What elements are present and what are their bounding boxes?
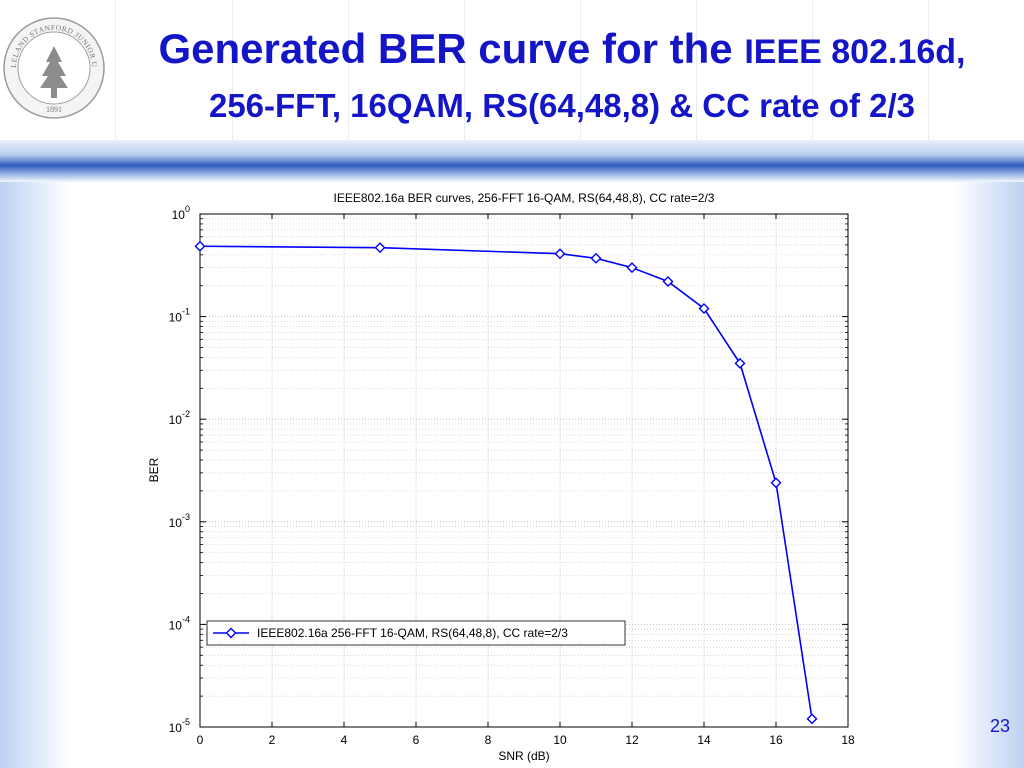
y-tick-label: 10-3: [169, 512, 190, 530]
x-tick-label: 2: [269, 733, 276, 747]
x-tick-label: 6: [413, 733, 420, 747]
university-seal-icon: LELAND STANFORD JUNIOR UNIVERSITY 1891: [2, 16, 105, 119]
slide-title-standard: IEEE 802.16d,: [744, 33, 966, 71]
data-point-marker: [806, 713, 818, 725]
page-number: 23: [989, 716, 1010, 736]
x-axis-label: SNR (dB): [498, 749, 549, 763]
grid-line: [928, 0, 929, 140]
grid-line: [115, 0, 116, 140]
x-tick-label: 18: [841, 733, 855, 747]
slide-title: Generated BER curve for the IEEE 802.16d…: [112, 22, 1012, 133]
seal-year: 1891: [46, 105, 62, 114]
y-tick-label: 10-2: [169, 409, 190, 427]
x-tick-label: 4: [341, 733, 348, 747]
tick-layer: 0 2 4 6 8 10 12 14 16 18 100 10-1 10-2 10-3 10-4 10-5: [169, 204, 855, 747]
y-axis-label: BER: [147, 457, 161, 482]
left-background-gradient: [0, 180, 70, 768]
y-tick-label: 10-4: [169, 614, 190, 632]
data-point-marker: [662, 275, 674, 287]
x-tick-label: 10: [553, 733, 567, 747]
grid-line: [348, 0, 349, 140]
series-layer: [194, 240, 818, 725]
series-line: [199, 245, 813, 719]
plot-area: [200, 214, 848, 727]
data-point-marker: [626, 262, 638, 274]
data-point-marker: [374, 242, 386, 254]
x-tick-label: 8: [485, 733, 492, 747]
slide-title-line-1: Generated BER curve for the IEEE 802.16d…: [112, 22, 1012, 79]
grid-line: [812, 0, 813, 140]
data-point-marker: [590, 252, 602, 264]
x-tick-label: 14: [697, 733, 711, 747]
grid-line: [464, 0, 465, 140]
data-point-marker: [770, 477, 782, 489]
x-tick-label: 0: [197, 733, 204, 747]
y-tick-label: 100: [172, 204, 190, 222]
data-point-marker: [554, 248, 566, 260]
legend-label: IEEE802.16a 256-FFT 16-QAM, RS(64,48,8),…: [257, 626, 568, 640]
legend-box: [206, 620, 626, 646]
data-point-marker: [698, 302, 710, 314]
data-point-marker: [734, 357, 746, 369]
title-area: LELAND STANFORD JUNIOR UNIVERSITY 1891 G…: [0, 0, 1024, 140]
grid-line: [696, 0, 697, 140]
decorative-band: [0, 140, 1024, 182]
slide-title-line-2: 256-FFT, 16QAM, RS(64,48,8) & CC rate of…: [208, 87, 916, 124]
grid-line: [580, 0, 581, 140]
chart-title: IEEE802.16a BER curves, 256-FFT 16-QAM, …: [334, 191, 715, 205]
legend-marker: [225, 627, 237, 639]
legend: IEEE802.16a 256-FFT 16-QAM, RS(64,48,8),…: [206, 620, 626, 646]
y-tick-label: 10-1: [169, 307, 190, 325]
slide-title-main: Generated BER curve for the: [158, 25, 733, 72]
grid-line: [232, 0, 233, 140]
x-tick-label: 12: [625, 733, 639, 747]
y-tick-label: 10-5: [169, 717, 190, 735]
plot-frame: [199, 213, 849, 728]
x-tick-label: 16: [769, 733, 783, 747]
right-background-gradient: [954, 180, 1024, 768]
data-point-marker: [194, 240, 206, 252]
